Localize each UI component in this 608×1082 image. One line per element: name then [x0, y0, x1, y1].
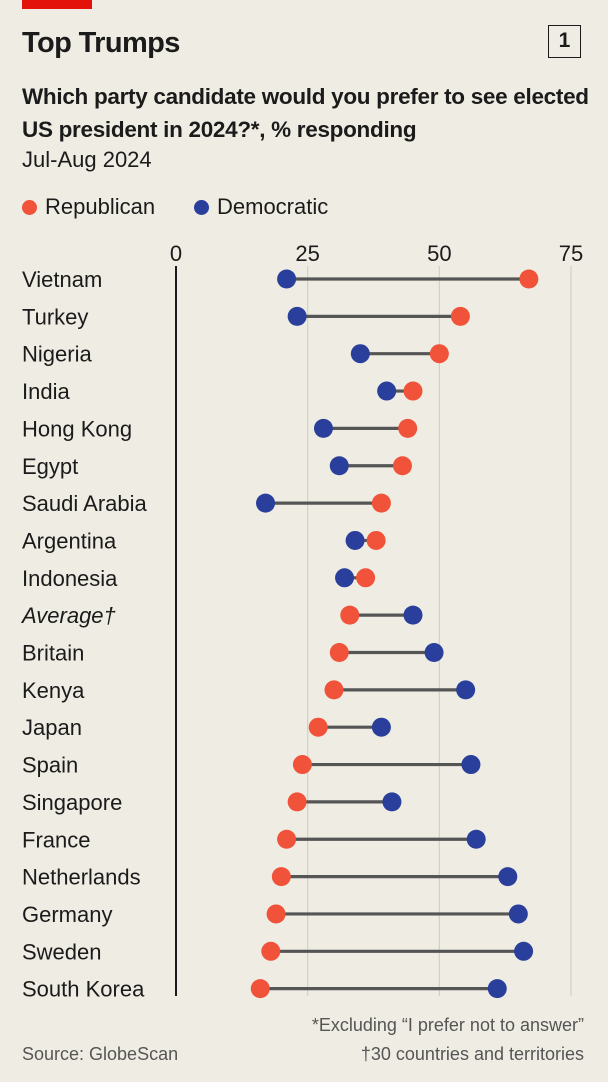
dot-democratic-south-korea — [487, 979, 507, 999]
category-label-britain: Britain — [22, 641, 84, 666]
category-label-egypt: Egypt — [22, 454, 78, 479]
dot-republican-india — [403, 381, 423, 401]
dot-democratic-france — [466, 829, 486, 849]
x-tick-label-25: 25 — [295, 241, 319, 266]
dot-republican-britain — [329, 643, 349, 662]
dot-democratic-hong-kong — [313, 418, 333, 438]
x-tick-label-75: 75 — [559, 241, 583, 266]
dot-democratic-sweden — [514, 941, 534, 961]
dot-democratic-vietnam — [277, 269, 297, 289]
dot-republican-turkey — [450, 306, 470, 326]
dot-democratic-netherlands — [498, 867, 518, 887]
dot-republican-spain — [292, 755, 312, 775]
dot-democratic-singapore — [382, 792, 402, 812]
dot-democratic-japan — [371, 717, 391, 737]
legend-label-democratic: Democratic — [217, 194, 329, 219]
dot-democratic-saudi-arabia — [256, 493, 276, 513]
dot-democratic-britain — [424, 643, 444, 662]
chart-date: Jul-Aug 2024 — [22, 147, 152, 172]
dot-republican-saudi-arabia — [371, 493, 391, 513]
category-label-indonesia: Indonesia — [22, 566, 118, 591]
footnote-average: †30 countries and territories — [360, 1044, 584, 1064]
category-label-japan: Japan — [22, 715, 82, 740]
category-label-spain: Spain — [22, 753, 78, 778]
category-label-south-korea: South Korea — [22, 977, 145, 1002]
dot-republican-indonesia — [356, 568, 376, 588]
footnote-exclusion: *Excluding “I prefer not to answer” — [311, 1015, 584, 1035]
source-note: Source: GlobeScan — [22, 1044, 179, 1064]
category-label-france: France — [22, 827, 90, 852]
brand-red-tag — [22, 0, 92, 9]
dot-republican-south-korea — [250, 979, 270, 999]
dot-republican-egypt — [392, 456, 412, 476]
dot-republican-vietnam — [519, 269, 539, 289]
category-label-nigeria: Nigeria — [22, 342, 92, 367]
dot-democratic-india — [377, 381, 397, 401]
category-label-average: Average† — [20, 603, 116, 628]
category-label-saudi-arabia: Saudi Arabia — [22, 491, 148, 516]
category-label-netherlands: Netherlands — [22, 865, 141, 890]
chart-number-badge: 1 — [548, 25, 581, 58]
category-label-sweden: Sweden — [22, 939, 102, 964]
dot-democratic-kenya — [456, 680, 476, 700]
dot-republican-singapore — [287, 792, 307, 812]
category-label-india: India — [22, 379, 70, 404]
dot-democratic-turkey — [287, 306, 307, 326]
dot-republican-japan — [308, 717, 328, 737]
dot-republican-kenya — [324, 680, 344, 700]
x-tick-label-0: 0 — [170, 241, 182, 266]
dot-democratic-egypt — [329, 456, 349, 476]
category-label-kenya: Kenya — [22, 678, 85, 703]
category-label-argentina: Argentina — [22, 528, 117, 553]
category-label-hong-kong: Hong Kong — [22, 416, 132, 441]
dot-republican-france — [277, 829, 297, 849]
category-label-singapore: Singapore — [22, 790, 122, 815]
dot-democratic-spain — [461, 755, 481, 775]
chart-subtitle: Which party candidate would you prefer t… — [22, 84, 589, 142]
dot-democratic-argentina — [345, 530, 365, 550]
dot-democratic-indonesia — [335, 568, 355, 588]
dot-republican-sweden — [261, 941, 281, 961]
dot-republican-nigeria — [429, 344, 449, 364]
category-label-germany: Germany — [22, 902, 112, 927]
dot-republican-average — [340, 605, 360, 625]
category-label-vietnam: Vietnam — [22, 267, 102, 292]
x-tick-label-50: 50 — [427, 241, 451, 266]
chart-title: Top Trumps — [22, 27, 180, 59]
legend-dot-democratic — [194, 199, 209, 215]
dot-democratic-average — [403, 605, 423, 625]
dot-republican-hong-kong — [398, 418, 418, 438]
legend-item-republican: Republican — [22, 194, 155, 220]
dot-democratic-germany — [508, 904, 528, 924]
dot-republican-netherlands — [271, 867, 291, 887]
category-label-turkey: Turkey — [22, 304, 88, 329]
legend-item-democratic: Democratic — [194, 194, 328, 220]
dot-republican-germany — [266, 904, 286, 924]
legend-label-republican: Republican — [45, 194, 156, 219]
legend-dot-republican — [22, 199, 37, 215]
dot-republican-argentina — [366, 530, 386, 550]
dot-democratic-nigeria — [350, 344, 370, 364]
